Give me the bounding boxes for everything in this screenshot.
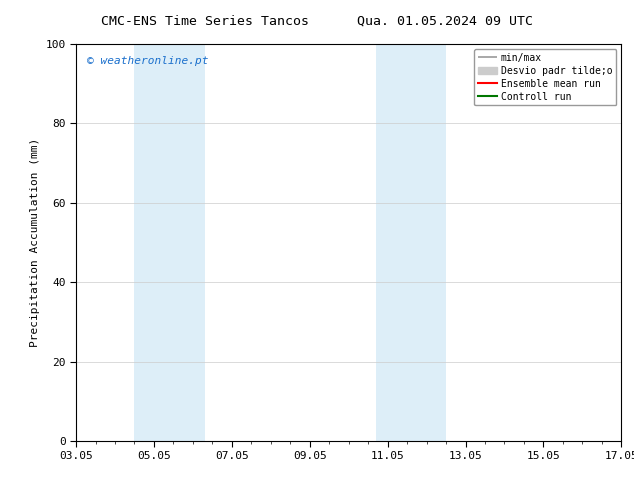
Text: © weatheronline.pt: © weatheronline.pt [87,56,209,66]
Y-axis label: Precipitation Accumulation (mm): Precipitation Accumulation (mm) [30,138,40,347]
Text: CMC-ENS Time Series Tancos      Qua. 01.05.2024 09 UTC: CMC-ENS Time Series Tancos Qua. 01.05.20… [101,15,533,28]
Bar [134,44,205,441]
Legend: min/max, Desvio padr tilde;o, Ensemble mean run, Controll run: min/max, Desvio padr tilde;o, Ensemble m… [474,49,616,105]
Bar [376,44,446,441]
